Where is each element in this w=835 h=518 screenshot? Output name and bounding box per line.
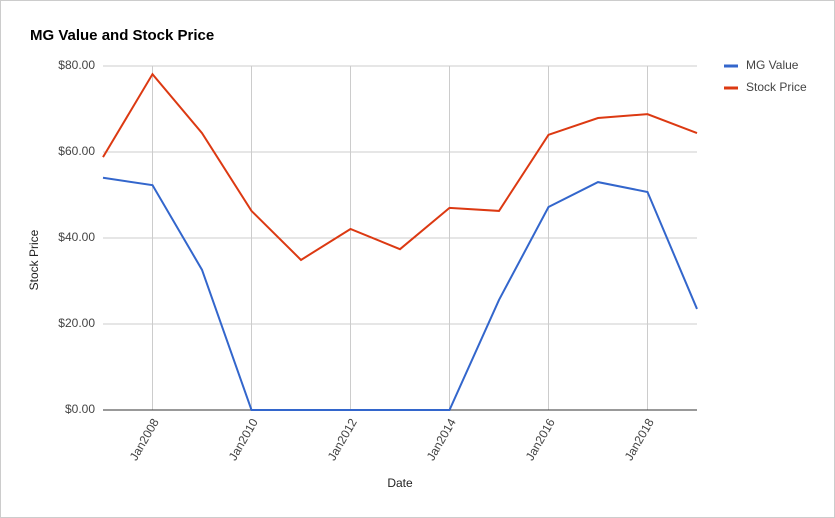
y-tick-label: $0.00 [65, 402, 95, 416]
chart-title: MG Value and Stock Price [30, 27, 214, 44]
y-axis-label: Stock Price [27, 229, 41, 290]
legend-label: MG Value [746, 58, 799, 72]
line-series [102, 176, 698, 411]
x-axis-label: Date [387, 476, 413, 490]
y-tick-label: $40.00 [58, 230, 95, 244]
legend-label: Stock Price [746, 80, 807, 94]
y-tick-label: $20.00 [58, 316, 95, 330]
y-tick-label: $60.00 [58, 144, 95, 158]
line-series [102, 72, 698, 262]
y-tick-label: $80.00 [58, 58, 95, 72]
